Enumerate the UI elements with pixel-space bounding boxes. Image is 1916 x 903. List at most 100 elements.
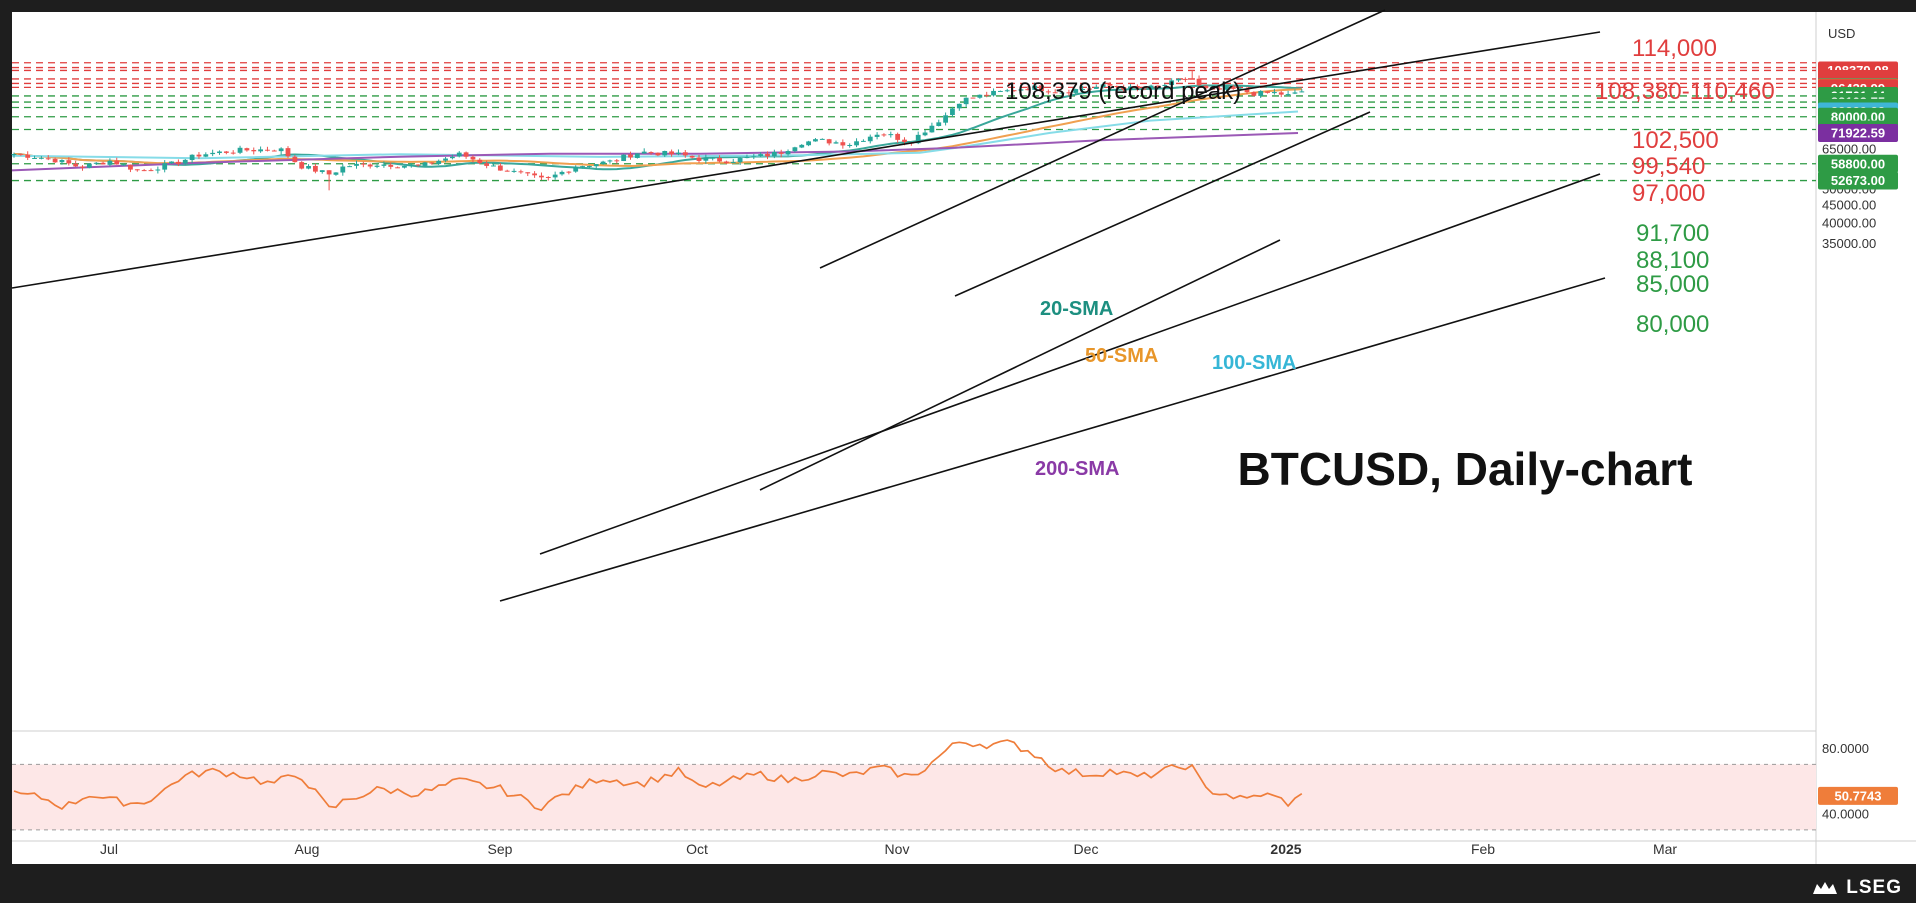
candle-body bbox=[100, 162, 106, 165]
candle-body bbox=[1073, 89, 1079, 93]
candle-body bbox=[607, 160, 613, 162]
candle-body bbox=[1176, 78, 1181, 81]
candle-body bbox=[1128, 86, 1133, 90]
candle-body bbox=[1141, 88, 1147, 90]
candle-body bbox=[998, 90, 1003, 92]
price-tick-label: 45000.00 bbox=[1822, 198, 1876, 213]
candle-body bbox=[347, 166, 353, 168]
resistance-label: 114,000 bbox=[1632, 35, 1717, 62]
candle-body bbox=[381, 164, 387, 166]
candle-body bbox=[93, 162, 99, 164]
candle-body bbox=[1278, 92, 1284, 95]
candle-body bbox=[895, 133, 901, 140]
rsi-tick-label: 80.0000 bbox=[1822, 741, 1869, 756]
candle-body bbox=[230, 152, 236, 154]
time-tick-label: Nov bbox=[885, 841, 910, 857]
candle-body bbox=[189, 154, 195, 161]
candle-body bbox=[1203, 85, 1209, 89]
candle-body bbox=[676, 152, 681, 155]
candle-body bbox=[1080, 89, 1085, 91]
candle-body bbox=[881, 134, 887, 136]
candle-body bbox=[915, 134, 921, 144]
candle-body bbox=[977, 94, 983, 98]
candle-body bbox=[73, 163, 79, 167]
candle-body bbox=[155, 169, 161, 171]
candle-body bbox=[395, 167, 400, 169]
candle-body bbox=[1148, 85, 1154, 89]
candle-body bbox=[1018, 89, 1024, 91]
candle-body bbox=[785, 151, 791, 155]
candle-body bbox=[402, 165, 407, 168]
resistance-label: 102,500 bbox=[1632, 127, 1719, 154]
candle-body bbox=[1244, 88, 1250, 93]
candle-body bbox=[491, 165, 496, 167]
candle-body bbox=[25, 154, 31, 158]
price-tag bbox=[1818, 171, 1898, 190]
price-tag-text: 52673.00 bbox=[1831, 173, 1885, 188]
candle-body bbox=[1265, 91, 1270, 93]
candle-body bbox=[39, 157, 44, 159]
candle-body bbox=[1155, 85, 1161, 87]
candle-body bbox=[888, 134, 894, 136]
candle-body bbox=[1258, 91, 1264, 96]
candle-body bbox=[1011, 90, 1017, 92]
candle-body bbox=[244, 148, 250, 151]
candle-body bbox=[367, 164, 373, 167]
candle-body bbox=[1196, 78, 1202, 86]
candle-body bbox=[518, 171, 524, 173]
rsi-current-text: 50.7743 bbox=[1835, 788, 1882, 803]
candle-body bbox=[950, 108, 955, 116]
candle-body bbox=[751, 156, 757, 158]
candle-body bbox=[477, 159, 483, 164]
candle-body bbox=[319, 170, 325, 173]
candle-body bbox=[984, 94, 990, 96]
candle-body bbox=[340, 166, 346, 173]
candle-body bbox=[374, 165, 380, 167]
candle-body bbox=[765, 153, 770, 157]
support-label: 91,700 bbox=[1636, 220, 1709, 247]
price-tick-label: 65000.00 bbox=[1822, 141, 1876, 156]
candle-body bbox=[271, 150, 277, 152]
candle-body bbox=[121, 164, 126, 166]
candle-body bbox=[128, 164, 133, 170]
candle-body bbox=[422, 162, 428, 166]
price-axis: 95000.0090000.0075000.0065000.0060000.00… bbox=[1818, 61, 1898, 821]
candle-body bbox=[867, 136, 873, 142]
candle-body bbox=[265, 149, 270, 151]
candle-body bbox=[1121, 86, 1127, 90]
candle-body bbox=[436, 160, 442, 164]
candle-body bbox=[874, 134, 880, 137]
sma100-line bbox=[11, 110, 1299, 160]
candle-body bbox=[1045, 91, 1051, 93]
candle-body bbox=[1224, 86, 1229, 90]
time-axis: Jul Aug Sep Oct Nov Dec 2025 Feb Mar bbox=[100, 841, 1677, 857]
candle-body bbox=[66, 160, 72, 164]
candle-body bbox=[1135, 86, 1140, 89]
candle-body bbox=[1285, 94, 1291, 96]
candle-body bbox=[539, 175, 544, 178]
candle-body bbox=[223, 151, 229, 153]
candle-body bbox=[114, 160, 120, 165]
candle-body bbox=[251, 150, 257, 152]
moving-averages bbox=[11, 84, 1302, 172]
candle-body bbox=[360, 163, 366, 165]
candle-body bbox=[1292, 92, 1298, 94]
candle-body bbox=[59, 159, 65, 163]
candle-body bbox=[929, 125, 935, 133]
resistance-label: 99,540 bbox=[1632, 153, 1705, 180]
horizontal-levels bbox=[12, 62, 1816, 182]
candle-body bbox=[703, 157, 709, 161]
candle-body bbox=[1107, 84, 1113, 86]
candle-body bbox=[141, 170, 147, 172]
candle-body bbox=[484, 163, 490, 166]
candle-body bbox=[11, 154, 17, 156]
candle-body bbox=[970, 97, 976, 99]
candle-body bbox=[525, 172, 531, 174]
support-label: 80,000 bbox=[1636, 311, 1709, 338]
rsi-current-tag bbox=[1818, 786, 1898, 805]
candle-body bbox=[306, 166, 311, 169]
candle-body bbox=[182, 159, 188, 164]
candle-body bbox=[470, 156, 476, 160]
support-label: 85,000 bbox=[1636, 271, 1709, 298]
